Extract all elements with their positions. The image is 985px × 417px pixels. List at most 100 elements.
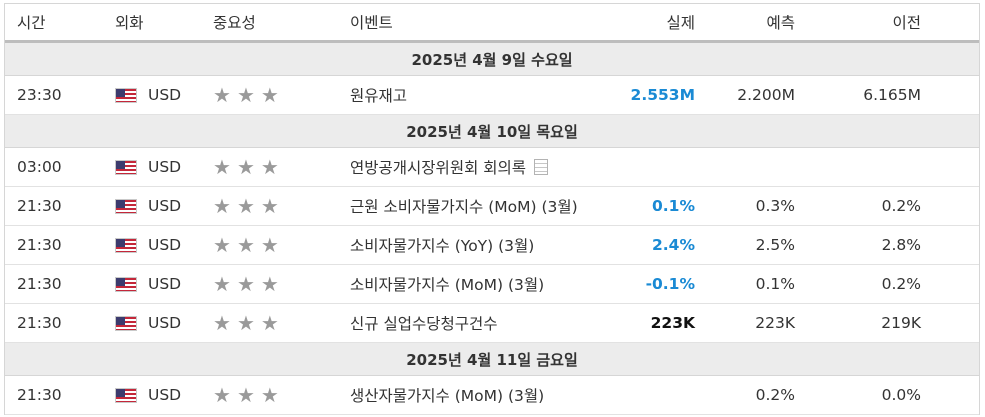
importance-stars: ★ ★ ★	[213, 304, 279, 342]
star-icon: ★	[236, 272, 255, 296]
importance-stars: ★ ★ ★	[213, 148, 279, 186]
event-time: 21:30	[17, 386, 62, 404]
previous-value: 2.8%	[881, 236, 921, 254]
currency-code: USD	[148, 386, 182, 404]
actual-value: 0.1%	[652, 197, 695, 215]
currency-code: USD	[148, 86, 182, 104]
star-icon: ★	[260, 311, 279, 335]
event-name-cell: 생산자물가지수 (MoM) (3월)	[350, 376, 544, 414]
star-icon: ★	[213, 272, 231, 296]
star-icon: ★	[236, 383, 255, 407]
event-name[interactable]: 소비자물가지수 (YoY) (3월)	[350, 237, 535, 255]
currency-code: USD	[148, 158, 182, 176]
header-actual[interactable]: 실제	[666, 14, 695, 32]
event-currency: USD	[115, 304, 181, 342]
star-icon: ★	[213, 383, 231, 407]
previous-value: 0.2%	[881, 197, 921, 215]
table-row[interactable]: 21:30 USD ★ ★ ★ 소비자물가지수 (MoM) (3월) -0.1% 0…	[5, 265, 979, 304]
event-name-cell: 소비자물가지수 (MoM) (3월)	[350, 265, 544, 303]
event-currency: USD	[115, 187, 181, 225]
us-flag-icon	[115, 276, 137, 292]
table-row[interactable]: 21:30 USD ★ ★ ★ 소비자물가지수 (YoY) (3월) 2.4% 2.…	[5, 226, 979, 265]
actual-value: 2.553M	[630, 86, 695, 104]
star-icon: ★	[236, 83, 255, 107]
us-flag-icon	[115, 159, 137, 175]
event-name[interactable]: 소비자물가지수 (MoM) (3월)	[350, 276, 545, 294]
event-time: 23:30	[17, 86, 62, 104]
day-header: 2025년 4월 11일 금요일	[5, 343, 979, 376]
actual-value: 2.4%	[652, 236, 695, 254]
star-icon: ★	[236, 233, 255, 257]
event-name[interactable]: 근원 소비자물가지수 (MoM) (3월)	[350, 198, 578, 216]
star-icon: ★	[260, 155, 279, 179]
economic-calendar: 시간 외화 중요성 이벤트 실제 예측 이전 2025년 4월 9일 수요일 2…	[4, 3, 980, 415]
event-time: 21:30	[17, 197, 62, 215]
day-header: 2025년 4월 9일 수요일	[5, 43, 979, 76]
importance-stars: ★ ★ ★	[213, 265, 279, 303]
star-icon: ★	[213, 311, 231, 335]
currency-code: USD	[148, 275, 182, 293]
event-name-cell: 근원 소비자물가지수 (MoM) (3월)	[350, 187, 578, 225]
forecast-value: 2.200M	[737, 86, 795, 104]
star-icon: ★	[260, 272, 279, 296]
event-name[interactable]: 원유재고	[350, 87, 408, 105]
importance-stars: ★ ★ ★	[213, 376, 279, 414]
currency-code: USD	[148, 197, 182, 215]
event-name[interactable]: 신규 실업수당청구건수	[350, 315, 498, 333]
star-icon: ★	[236, 194, 255, 218]
day-header: 2025년 4월 10일 목요일	[5, 115, 979, 148]
star-icon: ★	[236, 311, 255, 335]
star-icon: ★	[213, 155, 231, 179]
header-currency[interactable]: 외화	[115, 14, 144, 32]
event-name-cell: 연방공개시장위원회 회의록	[350, 148, 549, 186]
currency-code: USD	[148, 236, 182, 254]
us-flag-icon	[115, 237, 137, 253]
forecast-value: 0.2%	[755, 386, 795, 404]
table-header: 시간 외화 중요성 이벤트 실제 예측 이전	[5, 4, 979, 43]
table-row[interactable]: 03:00 USD ★ ★ ★ 연방공개시장위원회 회의록	[5, 148, 979, 187]
header-importance[interactable]: 중요성	[213, 14, 256, 32]
forecast-value: 0.3%	[755, 197, 795, 215]
event-currency: USD	[115, 226, 181, 264]
previous-value: 6.165M	[863, 86, 921, 104]
star-icon: ★	[213, 194, 231, 218]
event-currency: USD	[115, 376, 181, 414]
table-row[interactable]: 21:30 USD ★ ★ ★ 근원 소비자물가지수 (MoM) (3월) 0.1%…	[5, 187, 979, 226]
header-event[interactable]: 이벤트	[350, 14, 393, 32]
event-time: 21:30	[17, 314, 62, 332]
importance-stars: ★ ★ ★	[213, 226, 279, 264]
event-name[interactable]: 연방공개시장위원회 회의록	[350, 159, 527, 177]
header-previous[interactable]: 이전	[892, 14, 921, 32]
event-name-cell: 신규 실업수당청구건수	[350, 304, 498, 342]
star-icon: ★	[260, 194, 279, 218]
table-row[interactable]: 23:30 USD ★ ★ ★ 원유재고 2.553M 2.200M 6.165M	[5, 76, 979, 115]
currency-code: USD	[148, 314, 182, 332]
star-icon: ★	[213, 83, 231, 107]
table-row[interactable]: 21:30 USD ★ ★ ★ 생산자물가지수 (MoM) (3월) 0.2% 0.…	[5, 376, 979, 415]
table-row[interactable]: 21:30 USD ★ ★ ★ 신규 실업수당청구건수 223K 223K 219K	[5, 304, 979, 343]
forecast-value: 2.5%	[755, 236, 795, 254]
importance-stars: ★ ★ ★	[213, 76, 279, 114]
event-time: 03:00	[17, 158, 62, 176]
previous-value: 0.0%	[881, 386, 921, 404]
event-name[interactable]: 생산자물가지수 (MoM) (3월)	[350, 387, 545, 405]
event-name-cell: 원유재고	[350, 76, 407, 114]
star-icon: ★	[260, 383, 279, 407]
document-icon[interactable]	[534, 159, 549, 175]
event-currency: USD	[115, 148, 181, 186]
event-time: 21:30	[17, 275, 62, 293]
table-body: 2025년 4월 9일 수요일 23:30 USD ★ ★ ★ 원유재고 2.553…	[5, 43, 979, 415]
us-flag-icon	[115, 198, 137, 214]
star-icon: ★	[213, 233, 231, 257]
star-icon: ★	[260, 233, 279, 257]
us-flag-icon	[115, 87, 137, 103]
header-time[interactable]: 시간	[17, 14, 46, 32]
forecast-value: 223K	[755, 314, 795, 332]
header-forecast[interactable]: 예측	[766, 14, 795, 32]
event-time: 21:30	[17, 236, 62, 254]
importance-stars: ★ ★ ★	[213, 187, 279, 225]
star-icon: ★	[236, 155, 255, 179]
event-currency: USD	[115, 76, 181, 114]
event-name-cell: 소비자물가지수 (YoY) (3월)	[350, 226, 534, 264]
star-icon: ★	[260, 83, 279, 107]
